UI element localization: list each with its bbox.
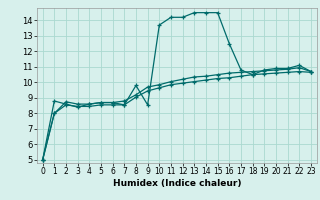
- X-axis label: Humidex (Indice chaleur): Humidex (Indice chaleur): [113, 179, 241, 188]
